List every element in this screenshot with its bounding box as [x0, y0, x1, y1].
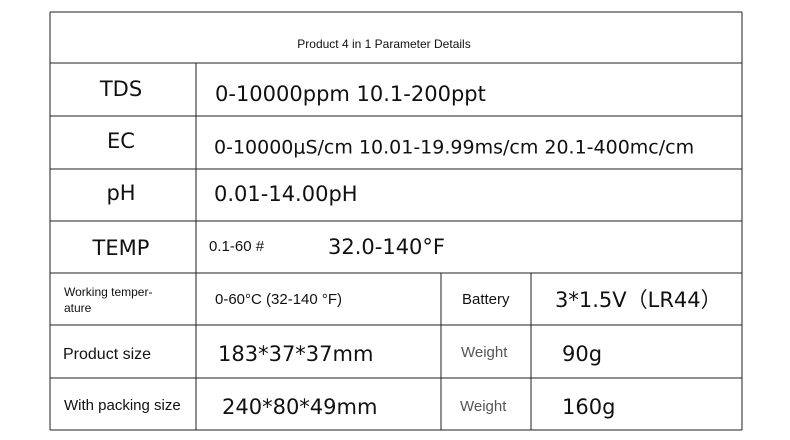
table-title: Product 4 in 1 Parameter Details — [297, 37, 470, 51]
row-label: Battery — [462, 291, 510, 308]
row-label: With packing size — [64, 397, 181, 414]
row-label: TDS — [99, 77, 142, 101]
row-label: Weight — [461, 344, 508, 361]
row-value: 183*37*37mm — [218, 342, 373, 366]
row-label: EC — [107, 129, 135, 153]
row-label: TEMP — [92, 236, 150, 260]
row-value: 0-60°C (32-140 °F) — [215, 291, 342, 308]
row-value: 3*1.5V（LR44） — [555, 288, 722, 312]
row-value: 0.1-60 # — [209, 238, 265, 255]
row-value: 160g — [562, 395, 615, 419]
row-value: 32.0-140°F — [328, 235, 445, 259]
row-label: Weight — [460, 398, 507, 415]
row-label: Product size — [63, 346, 151, 363]
row-value: 0-10000ppm 10.1-200ppt — [215, 82, 486, 106]
row-value: 0-10000μS/cm 10.01-19.99ms/cm 20.1-400mc… — [214, 137, 694, 159]
row-label: ature — [64, 301, 92, 315]
row-value: 0.01-14.00pH — [214, 182, 358, 206]
row-label: Working temper- — [64, 285, 152, 299]
row-value: 240*80*49mm — [222, 395, 377, 419]
row-value: 90g — [562, 342, 602, 366]
row-label: pH — [106, 181, 135, 205]
table-borders — [49, 11, 743, 431]
